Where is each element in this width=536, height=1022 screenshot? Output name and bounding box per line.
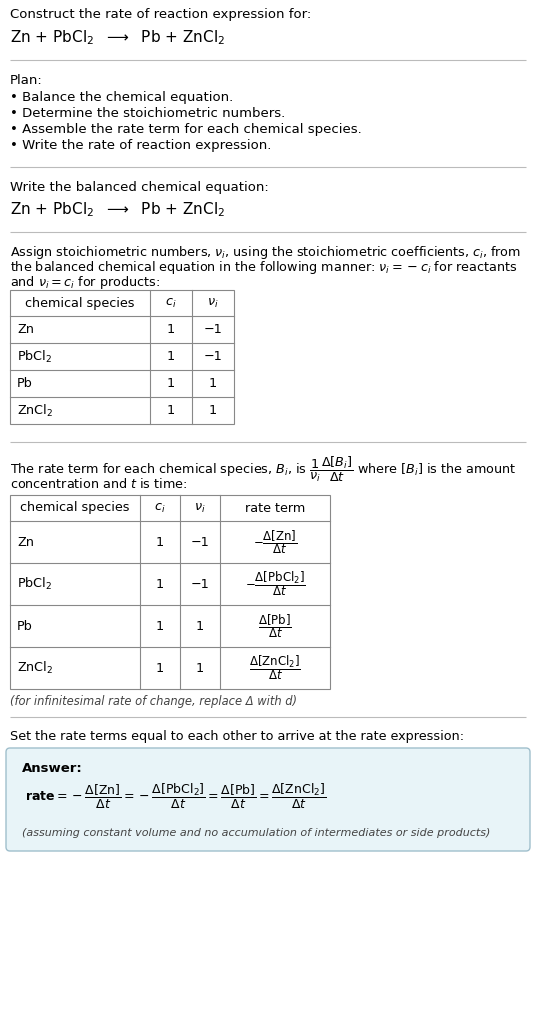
Text: (for infinitesimal rate of change, replace Δ with d): (for infinitesimal rate of change, repla…: [10, 695, 297, 708]
Bar: [10, 290, 234, 424]
Text: $-\dfrac{\Delta[\mathrm{Zn}]}{\Delta t}$: $-\dfrac{\Delta[\mathrm{Zn}]}{\Delta t}$: [253, 528, 297, 556]
Text: The rate term for each chemical species, $B_i$, is $\dfrac{1}{\nu_i}\dfrac{\Delt: The rate term for each chemical species,…: [10, 455, 516, 484]
Text: Construct the rate of reaction expression for:: Construct the rate of reaction expressio…: [10, 8, 311, 21]
Text: $c_i$: $c_i$: [154, 502, 166, 514]
Text: Pb: Pb: [17, 377, 33, 390]
Text: −1: −1: [191, 536, 210, 549]
Text: ZnCl$_2$: ZnCl$_2$: [17, 403, 53, 419]
Text: −1: −1: [204, 350, 222, 363]
Text: 1: 1: [167, 404, 175, 417]
Text: $c_i$: $c_i$: [165, 296, 177, 310]
Text: 1: 1: [209, 404, 217, 417]
Text: Zn: Zn: [17, 323, 34, 336]
Text: −1: −1: [204, 323, 222, 336]
Text: Answer:: Answer:: [22, 762, 83, 775]
Text: Plan:: Plan:: [10, 74, 43, 87]
Text: Write the balanced chemical equation:: Write the balanced chemical equation:: [10, 181, 269, 194]
Bar: [10, 495, 330, 689]
Text: Set the rate terms equal to each other to arrive at the rate expression:: Set the rate terms equal to each other t…: [10, 730, 464, 743]
Text: 1: 1: [156, 577, 164, 591]
Text: Pb: Pb: [17, 619, 33, 633]
Text: chemical species: chemical species: [20, 502, 130, 514]
Text: −1: −1: [191, 577, 210, 591]
FancyBboxPatch shape: [6, 748, 530, 851]
Text: 1: 1: [156, 536, 164, 549]
Text: Zn + PbCl$_2$  $\longrightarrow$  Pb + ZnCl$_2$: Zn + PbCl$_2$ $\longrightarrow$ Pb + ZnC…: [10, 28, 225, 47]
Text: (assuming constant volume and no accumulation of intermediates or side products): (assuming constant volume and no accumul…: [22, 828, 490, 838]
Text: 1: 1: [167, 377, 175, 390]
Text: 1: 1: [156, 619, 164, 633]
Text: the balanced chemical equation in the following manner: $\nu_i = -c_i$ for react: the balanced chemical equation in the fo…: [10, 259, 517, 276]
Text: $\nu_i$: $\nu_i$: [194, 502, 206, 514]
Text: chemical species: chemical species: [25, 296, 135, 310]
Text: $\mathbf{rate} = -\dfrac{\Delta[\mathrm{Zn}]}{\Delta t} = -\dfrac{\Delta[\mathrm: $\mathbf{rate} = -\dfrac{\Delta[\mathrm{…: [25, 782, 326, 811]
Text: rate term: rate term: [245, 502, 305, 514]
Text: $\nu_i$: $\nu_i$: [207, 296, 219, 310]
Text: • Determine the stoichiometric numbers.: • Determine the stoichiometric numbers.: [10, 107, 285, 120]
Text: 1: 1: [196, 619, 204, 633]
Text: 1: 1: [156, 661, 164, 675]
Text: PbCl$_2$: PbCl$_2$: [17, 349, 52, 365]
Text: • Balance the chemical equation.: • Balance the chemical equation.: [10, 91, 233, 104]
Text: $\dfrac{\Delta[\mathrm{Pb}]}{\Delta t}$: $\dfrac{\Delta[\mathrm{Pb}]}{\Delta t}$: [258, 612, 292, 640]
Text: 1: 1: [196, 661, 204, 675]
Text: Zn + PbCl$_2$  $\longrightarrow$  Pb + ZnCl$_2$: Zn + PbCl$_2$ $\longrightarrow$ Pb + ZnC…: [10, 200, 225, 219]
Text: • Write the rate of reaction expression.: • Write the rate of reaction expression.: [10, 139, 271, 152]
Text: concentration and $t$ is time:: concentration and $t$ is time:: [10, 477, 188, 491]
Text: Assign stoichiometric numbers, $\nu_i$, using the stoichiometric coefficients, $: Assign stoichiometric numbers, $\nu_i$, …: [10, 244, 521, 261]
Text: • Assemble the rate term for each chemical species.: • Assemble the rate term for each chemic…: [10, 123, 362, 136]
Text: Zn: Zn: [17, 536, 34, 549]
Text: 1: 1: [167, 350, 175, 363]
Text: 1: 1: [167, 323, 175, 336]
Text: $-\dfrac{\Delta[\mathrm{PbCl_2}]}{\Delta t}$: $-\dfrac{\Delta[\mathrm{PbCl_2}]}{\Delta…: [244, 569, 306, 599]
Text: 1: 1: [209, 377, 217, 390]
Text: ZnCl$_2$: ZnCl$_2$: [17, 660, 53, 676]
Text: PbCl$_2$: PbCl$_2$: [17, 576, 52, 592]
Text: and $\nu_i = c_i$ for products:: and $\nu_i = c_i$ for products:: [10, 274, 160, 291]
Text: $\dfrac{\Delta[\mathrm{ZnCl_2}]}{\Delta t}$: $\dfrac{\Delta[\mathrm{ZnCl_2}]}{\Delta …: [249, 654, 301, 683]
